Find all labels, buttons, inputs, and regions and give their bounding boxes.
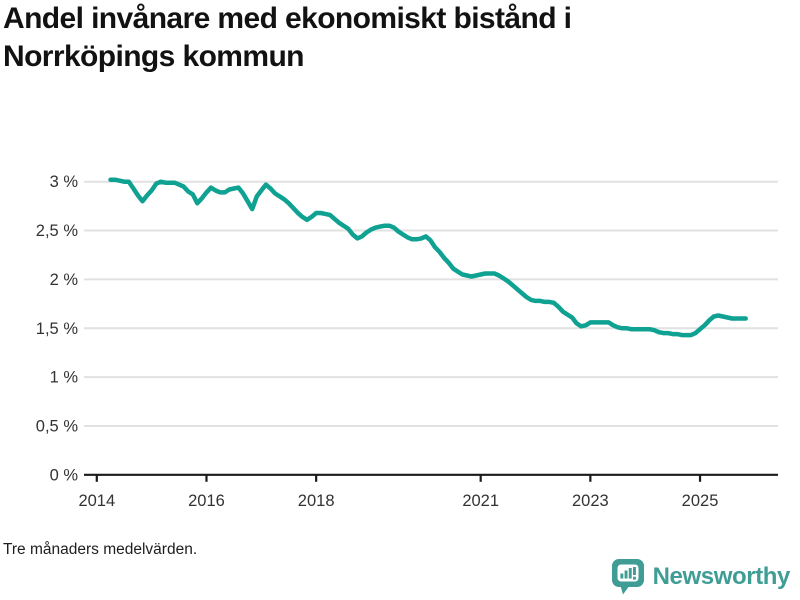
newsworthy-badge-icon — [611, 559, 644, 595]
x-axis-label: 2018 — [298, 492, 335, 510]
y-axis-label: 1,5 % — [36, 320, 79, 338]
x-axis-label: 2025 — [682, 492, 719, 510]
trend-line — [108, 177, 748, 338]
y-axis-label: 0,5 % — [36, 417, 79, 435]
x-axis-label: 2023 — [572, 492, 609, 510]
y-axis-label: 2 % — [50, 271, 79, 289]
y-axis-label: 2,5 % — [36, 222, 79, 240]
x-axis-label: 2016 — [188, 492, 225, 510]
chart-footnote: Tre månaders medelvärden. — [3, 541, 198, 558]
newsworthy-wordmark: Newsworthy — [652, 562, 791, 590]
x-axis-label: 2021 — [462, 492, 499, 510]
chart-title: Andel invånare med ekonomiskt bistånd i … — [3, 2, 572, 73]
newsworthy-logo: Newsworthy — [611, 558, 790, 595]
y-axis-label: 3 % — [50, 173, 79, 191]
y-axis-label: 0 % — [50, 466, 79, 484]
x-axis-label: 2014 — [78, 492, 115, 510]
y-axis-label: 1 % — [50, 369, 79, 387]
line-chart: 3 % 2,5 % 2 % 1,5 % 1 % 0,5 % 0 % 2014 2016 2018 2… — [36, 173, 778, 510]
